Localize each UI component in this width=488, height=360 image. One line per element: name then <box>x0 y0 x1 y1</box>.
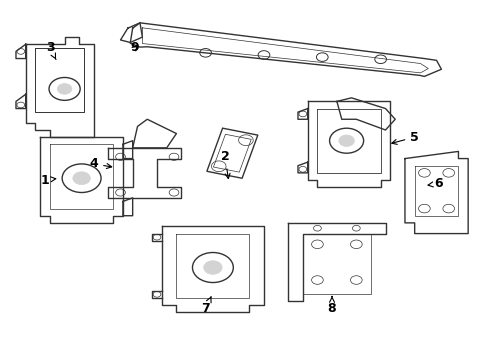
Text: 7: 7 <box>201 297 211 315</box>
Polygon shape <box>40 137 122 223</box>
Polygon shape <box>404 152 467 234</box>
Text: 1: 1 <box>41 174 56 186</box>
Polygon shape <box>26 37 94 137</box>
Polygon shape <box>130 23 441 76</box>
Text: 9: 9 <box>130 41 139 54</box>
Text: 3: 3 <box>45 41 56 59</box>
Text: 8: 8 <box>327 297 336 315</box>
Text: 5: 5 <box>391 131 418 144</box>
Text: 4: 4 <box>89 157 111 170</box>
Circle shape <box>338 135 354 147</box>
Polygon shape <box>206 128 257 178</box>
Circle shape <box>73 172 90 185</box>
Circle shape <box>57 84 72 94</box>
Polygon shape <box>108 148 181 198</box>
Circle shape <box>203 261 222 274</box>
Polygon shape <box>307 102 389 187</box>
Polygon shape <box>287 223 385 301</box>
Text: 2: 2 <box>220 150 229 179</box>
Text: 6: 6 <box>427 177 443 190</box>
Polygon shape <box>162 226 264 312</box>
